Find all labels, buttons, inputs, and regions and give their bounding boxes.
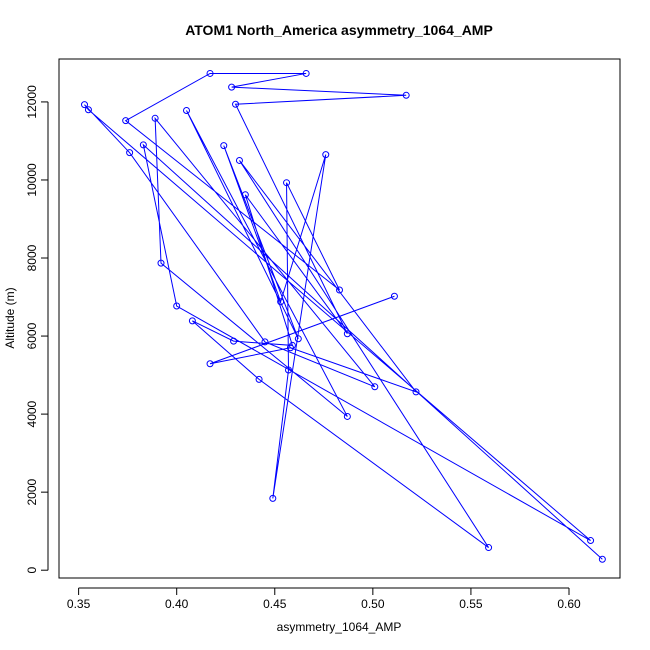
plot-layer [58, 58, 621, 579]
y-axis-label: Altitude (m) [3, 287, 17, 348]
data-point [336, 286, 343, 294]
data-point [294, 335, 302, 343]
data-point [206, 360, 214, 368]
data-point [235, 156, 243, 164]
y-tick-label: 10000 [25, 163, 39, 197]
data-point [587, 537, 595, 545]
data-point [285, 366, 292, 374]
data-point [322, 151, 330, 159]
x-axis-label: asymmetry_1064_AMP [277, 620, 402, 634]
y-tick-label: 12000 [25, 85, 39, 119]
y-axis: 0 2000 4000 6000 8000 10000 12000 [25, 85, 49, 574]
y-tick-label: 6000 [25, 322, 39, 349]
plot-frame [58, 58, 621, 579]
data-point [277, 298, 285, 306]
data-point [402, 91, 410, 99]
data-point [151, 114, 159, 122]
x-axis: 0.35 0.40 0.45 0.50 0.55 0.60 [67, 587, 581, 611]
y-tick-label: 8000 [25, 244, 39, 271]
data-point [302, 69, 310, 77]
x-tick-label: 0.45 [263, 597, 287, 611]
x-tick-label: 0.60 [557, 597, 581, 611]
series-line [84, 72, 603, 560]
x-tick-label: 0.40 [165, 597, 189, 611]
data-point [343, 412, 351, 420]
data-point [220, 142, 228, 150]
data-point [84, 106, 92, 114]
data-point [598, 555, 606, 563]
data-point [228, 83, 236, 91]
data-point [485, 544, 493, 552]
data-point [269, 494, 277, 502]
data-point [390, 292, 398, 300]
data-point [183, 107, 190, 115]
x-tick-label: 0.35 [67, 597, 91, 611]
data-point [126, 149, 134, 157]
data-point [173, 302, 181, 310]
data-point [261, 338, 269, 346]
data-point [241, 191, 249, 199]
x-tick-label: 0.55 [459, 597, 483, 611]
data-point [232, 100, 240, 108]
data-point [206, 69, 214, 77]
data-point [122, 117, 130, 125]
data-point [371, 383, 379, 391]
y-tick-label: 4000 [25, 400, 39, 427]
data-point [286, 344, 294, 352]
data-point [157, 259, 165, 267]
data-point [230, 337, 238, 345]
data-point [283, 179, 291, 187]
y-tick-label: 2000 [25, 478, 39, 505]
data-point [81, 101, 88, 109]
data-point [188, 317, 196, 325]
data-point [139, 141, 147, 149]
y-tick-label: 0 [25, 567, 39, 574]
x-tick-label: 0.50 [361, 597, 385, 611]
data-point [412, 388, 420, 396]
data-point [288, 341, 296, 349]
chart-title: ATOM1 North_America asymmetry_1064_AMP [185, 22, 493, 38]
data-point [343, 330, 351, 338]
data-point [255, 375, 263, 383]
